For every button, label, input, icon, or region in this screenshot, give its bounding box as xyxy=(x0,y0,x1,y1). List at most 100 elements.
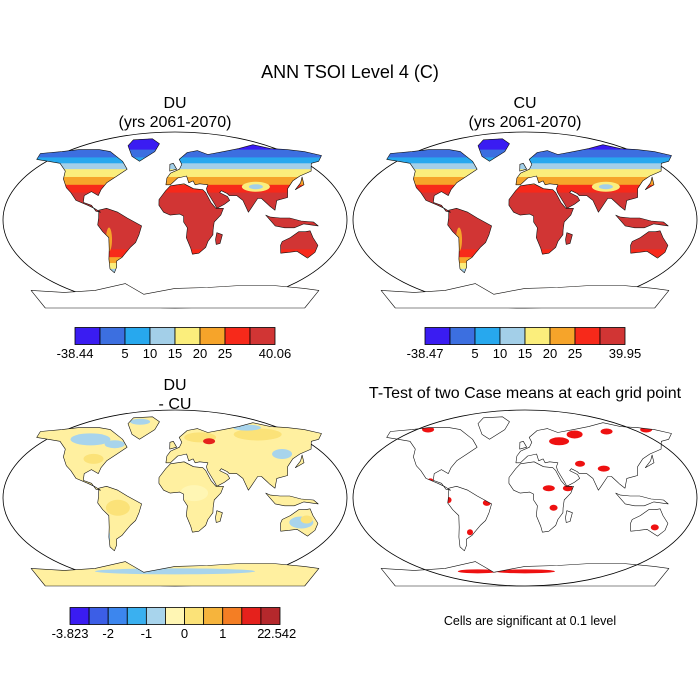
colorbar-swatch xyxy=(449,327,476,345)
coastline-australia xyxy=(630,230,669,259)
coastline-antarctica xyxy=(30,283,320,309)
panel-cu-title-line2: (yrs 2061-2070) xyxy=(468,114,582,131)
colorbar-label: 5 xyxy=(471,346,479,361)
difference-patch xyxy=(180,485,209,502)
colorbar-label: 10 xyxy=(142,346,158,361)
significant-cells xyxy=(640,426,653,433)
difference-patch xyxy=(300,515,313,524)
colorbar-label: -3.823 xyxy=(51,626,89,641)
panel-du-title-line1: DU xyxy=(163,95,187,112)
colorbar-label: 25 xyxy=(567,346,583,361)
difference-patch xyxy=(104,440,125,449)
coastline-samerica xyxy=(447,208,492,274)
colorbar-label: -1 xyxy=(140,626,153,641)
colorbar-label: 20 xyxy=(192,346,208,361)
colorbar-label: -38.47 xyxy=(406,346,444,361)
colorbar-label: 2.542 xyxy=(263,626,297,641)
significant-cells xyxy=(549,504,558,511)
colorbar-du: -38.44 5 10 15 20 25 40.06 xyxy=(57,327,291,363)
significant-cells xyxy=(575,460,586,467)
significant-cells xyxy=(566,430,583,439)
coastline-uk xyxy=(519,163,527,172)
difference-patch xyxy=(272,449,293,459)
colorbar-swatch xyxy=(260,607,281,625)
difference-patch xyxy=(95,568,255,575)
panel-du-title-line2: (yrs 2061-2070) xyxy=(118,114,232,131)
colorbar-label: 0 xyxy=(180,626,189,641)
coastline-africa xyxy=(508,461,574,533)
panel-diff-title-line1: DU xyxy=(163,377,187,394)
significant-cells xyxy=(549,437,570,446)
coastline-africa xyxy=(508,183,574,255)
coastline-madagascar xyxy=(215,232,223,245)
coastline-eurasia xyxy=(165,422,322,491)
colorbar-swatch xyxy=(249,327,276,345)
coastline-samerica xyxy=(97,208,142,274)
coastline-greenland xyxy=(477,416,510,440)
coastline-greenland xyxy=(477,138,510,162)
coastline-eurasia xyxy=(515,422,672,491)
colorbar-swatch xyxy=(99,327,126,345)
figure-title: ANN TSOI Level 4 (C) xyxy=(261,62,439,82)
panel-ttest-title: T-Test of two Case means at each grid po… xyxy=(368,385,682,402)
colorbar-swatch xyxy=(74,327,101,345)
significant-cells xyxy=(562,485,573,492)
coastline-indonesia xyxy=(615,492,669,507)
difference-patch xyxy=(233,428,282,441)
coastline-greenland xyxy=(127,138,160,162)
colorbar-label: 1 xyxy=(219,626,227,641)
panel-cu-title-line1: CU xyxy=(513,95,537,112)
colorbar-swatch xyxy=(145,607,166,625)
colorbar-swatch xyxy=(174,327,201,345)
panel-cu-title: CU (yrs 2061-2070) xyxy=(400,94,650,132)
colorbar-diff: -3.823 -2 -1 0 1 2 2.542 xyxy=(52,607,296,643)
coastline-australia xyxy=(630,508,669,537)
coastline-indonesia xyxy=(265,492,319,507)
coastline-uk xyxy=(519,441,527,450)
coastline-antarctica xyxy=(380,283,670,309)
coastline-namerica xyxy=(386,149,478,213)
coastline-africa xyxy=(158,461,224,533)
coastline-eurasia xyxy=(165,144,322,213)
coastline-japan xyxy=(295,176,305,190)
significant-cells xyxy=(650,524,659,531)
colorbar-label: 5 xyxy=(121,346,129,361)
map-boundary xyxy=(352,409,698,587)
colorbar-swatch xyxy=(199,327,226,345)
coastline-africa xyxy=(158,183,224,255)
difference-patch xyxy=(203,438,216,445)
tibet-cool-patch xyxy=(248,184,263,190)
colorbar-label: 39.95 xyxy=(608,346,642,361)
colorbar-cu: -38.47 5 10 15 20 25 39.95 xyxy=(407,327,641,363)
coastline-uk xyxy=(169,441,177,450)
significant-cells xyxy=(457,569,498,574)
panel-diff-title: DU - CU xyxy=(50,376,300,414)
colorbar-label: 25 xyxy=(217,346,233,361)
colorbar-swatch xyxy=(69,607,90,625)
panel-du-title: DU (yrs 2061-2070) xyxy=(50,94,300,132)
colorbar-label: -2 xyxy=(102,626,114,641)
colorbar-swatch xyxy=(474,327,501,345)
significant-cells xyxy=(600,428,613,435)
colorbar-label: 15 xyxy=(517,346,533,361)
colorbar-label: 20 xyxy=(542,346,558,361)
coastline-indonesia xyxy=(265,214,319,229)
significance-note: Cells are significant at 0.1 level xyxy=(443,614,617,628)
colorbar-swatch xyxy=(499,327,526,345)
colorbar-swatch xyxy=(222,607,243,625)
colorbar-label: 2 xyxy=(257,626,265,641)
colorbar-swatch xyxy=(126,607,147,625)
coastline-japan xyxy=(295,454,305,468)
colorbar-label: 15 xyxy=(167,346,183,361)
map-ttest xyxy=(352,409,698,587)
map-cu xyxy=(352,131,698,309)
coastline-antarctica xyxy=(380,561,670,587)
colorbar-swatch xyxy=(241,607,262,625)
coastline-samerica xyxy=(447,486,492,552)
coastline-indonesia xyxy=(615,214,669,229)
difference-patch xyxy=(70,433,111,446)
colorbar-swatch xyxy=(549,327,576,345)
coastline-japan xyxy=(645,176,655,190)
colorbar-swatch xyxy=(184,607,205,625)
colorbar-label: -38.44 xyxy=(56,346,94,361)
